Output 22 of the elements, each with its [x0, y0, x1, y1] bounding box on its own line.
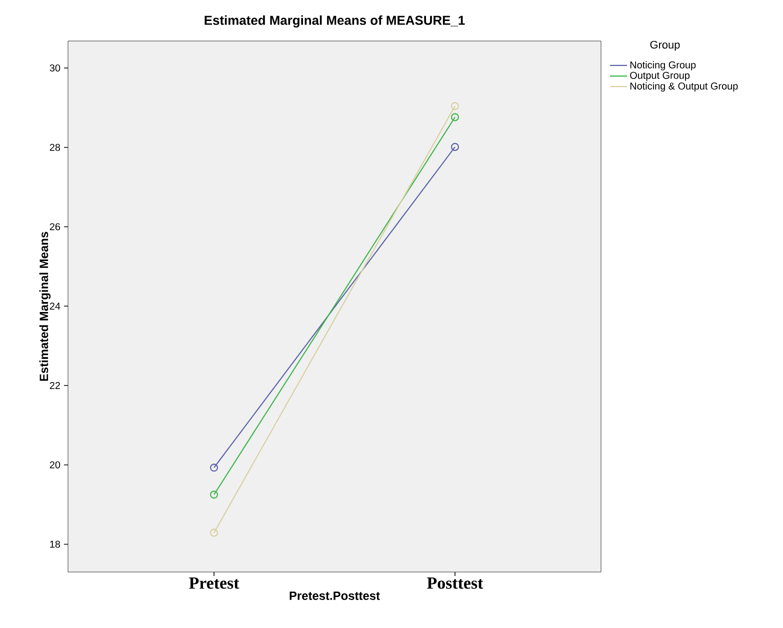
point	[450, 142, 460, 152]
legend-title: Group	[650, 40, 680, 51]
x-axis-title: Pretest.Posttest	[290, 592, 380, 600]
x-tick-label: Pretest	[189, 578, 240, 589]
chart-title: Estimated Marginal Means of MEASURE_1	[204, 15, 465, 28]
y-tick-label: 28	[50, 144, 60, 151]
point	[210, 528, 218, 537]
y-axis-title: Estimated Marginal Means	[39, 232, 51, 381]
point	[210, 490, 218, 499]
x-tick-label: Posttest	[427, 578, 484, 589]
point	[210, 464, 218, 472]
y-tick-label: 18	[50, 540, 60, 548]
point	[450, 102, 460, 110]
y-tick-label: 24	[50, 302, 60, 310]
point	[450, 113, 460, 122]
legend-label: Noticing & Output Group	[630, 82, 738, 92]
y-tick-label: 26	[50, 223, 60, 230]
legend-label: Noticing Group	[630, 61, 696, 70]
y-tick-label: 22	[50, 382, 60, 389]
y-tick-label: 30	[50, 64, 60, 72]
legend-label: Output Group	[630, 72, 690, 81]
y-tick-label: 20	[50, 461, 60, 468]
